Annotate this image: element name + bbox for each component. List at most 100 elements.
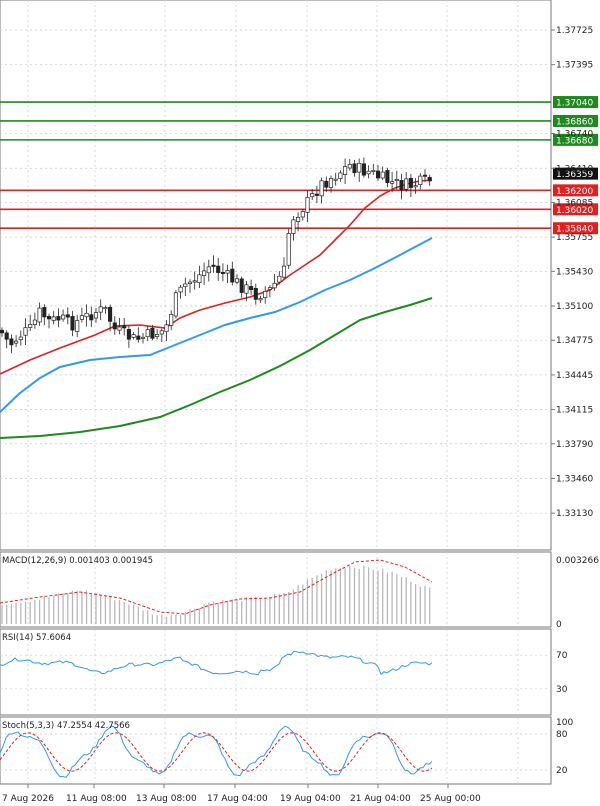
candle: [220, 263, 225, 282]
candle: [230, 261, 235, 286]
candle-body: [187, 281, 193, 284]
ma-blue-line: [0, 237, 433, 413]
candle: [23, 318, 28, 345]
candle-body: [173, 292, 178, 317]
candle-body: [427, 176, 432, 182]
candle-body: [263, 291, 268, 299]
candle-body: [305, 197, 310, 213]
candle: [65, 307, 70, 325]
candle-body: [197, 274, 202, 284]
candle-body: [117, 326, 122, 331]
candle-body: [61, 314, 66, 320]
candle-body: [23, 327, 28, 336]
candle-body: [14, 340, 19, 344]
candle: [314, 185, 319, 204]
y-tick-label: 1.35100: [556, 302, 593, 312]
level-label: 1.36200: [556, 187, 593, 197]
candle-body: [324, 180, 329, 188]
rsi-frame: [0, 628, 552, 716]
candle: [385, 167, 390, 188]
candle-body: [404, 178, 409, 190]
candle: [258, 296, 263, 303]
rsi-tick-label: 30: [556, 685, 568, 695]
candle-body: [422, 174, 428, 177]
candle: [366, 165, 371, 179]
stoch-panel: 100 80 20: [0, 716, 573, 785]
candle-body: [140, 336, 146, 339]
candle: [164, 320, 169, 342]
y-tick-label: 1.36410: [556, 164, 593, 174]
candle-body: [408, 178, 413, 188]
level-label: 1.37040: [556, 99, 593, 109]
candle: [84, 304, 89, 327]
candle: [361, 157, 366, 178]
candle-body: [9, 338, 14, 346]
price-label-box: [553, 167, 598, 180]
candle-body: [37, 307, 42, 323]
candle: [173, 290, 178, 319]
y-tick-label: 1.33460: [556, 474, 593, 484]
candle-body: [220, 272, 225, 274]
rsi-tick-label: 70: [556, 651, 568, 661]
candle: [187, 279, 193, 293]
candle: [408, 173, 413, 198]
candle-body: [253, 288, 258, 300]
candle: [413, 178, 418, 194]
candle-body: [390, 181, 395, 184]
level-label: 1.36680: [556, 136, 593, 146]
candle: [79, 307, 84, 323]
candle-body: [333, 178, 338, 181]
candle-body: [75, 320, 80, 332]
candle: [347, 158, 352, 171]
candle-body: [399, 180, 404, 191]
candle: [169, 310, 174, 331]
candle-body: [343, 166, 348, 175]
moving-averages: [0, 179, 433, 439]
candle: [37, 302, 42, 326]
candle-body: [385, 170, 390, 183]
candle-body: [225, 270, 230, 274]
candle: [28, 314, 33, 332]
y-tick-label: 1.35755: [556, 233, 593, 243]
candle-body: [28, 323, 33, 328]
candle: [296, 212, 301, 232]
y-tick-label: 1.34445: [556, 371, 593, 381]
candle: [404, 171, 409, 192]
candle: [281, 257, 287, 280]
candle: [291, 216, 296, 241]
candle: [300, 208, 305, 221]
candle-body: [103, 307, 108, 310]
candle-body: [183, 283, 188, 288]
price-label: 1.36359: [556, 170, 593, 180]
candle: [225, 264, 230, 284]
candle: [234, 274, 240, 285]
y-tick-label: 1.34115: [556, 406, 593, 416]
level-label-box: [553, 96, 598, 109]
candle-body: [56, 316, 61, 321]
candle-body: [108, 306, 113, 322]
candle: [206, 259, 211, 282]
candle-body: [112, 322, 117, 330]
candle: [216, 258, 221, 281]
candle-body: [291, 219, 296, 234]
candle-body: [281, 265, 287, 278]
candle: [253, 283, 258, 305]
candle-body: [51, 316, 56, 321]
candle-body: [202, 270, 207, 276]
candle: [394, 170, 399, 190]
level-label-box: [553, 133, 598, 146]
rsi-panel: 70 30: [0, 628, 568, 716]
candle: [56, 308, 61, 328]
candle-body: [145, 329, 150, 338]
candle: [159, 328, 164, 343]
candle: [46, 313, 52, 329]
candle-body: [310, 193, 315, 198]
candle-body: [211, 264, 216, 267]
x-tick-label: 25 Aug 00:00: [420, 794, 481, 804]
candle: [380, 166, 385, 180]
macd-tick-label: 0: [556, 620, 562, 630]
candle: [183, 277, 188, 296]
main-price-axis: 1.37725 1.37395 1.36740 1.36410 1.36085 1.357…: [551, 26, 593, 519]
candle-body: [272, 282, 277, 289]
